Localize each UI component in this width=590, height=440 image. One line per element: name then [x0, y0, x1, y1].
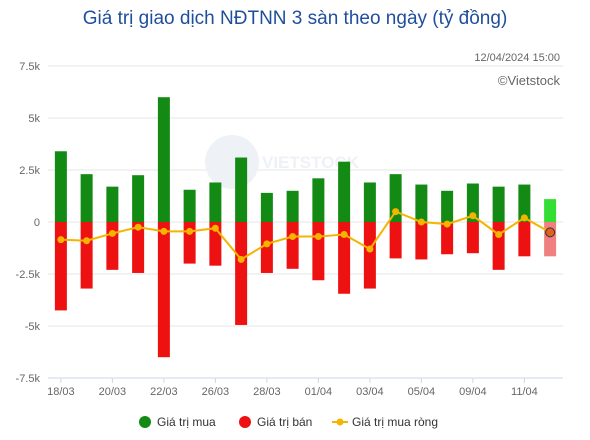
x-tick-label: 03/04 — [356, 386, 384, 398]
net-point — [495, 230, 503, 238]
net-point — [211, 224, 219, 232]
net-line — [60, 210, 551, 261]
x-tick-label: 18/03 — [47, 386, 75, 398]
buy-bar — [54, 151, 67, 222]
sell-bar — [157, 222, 170, 358]
sell-bar — [286, 222, 299, 269]
buy-bar — [544, 199, 557, 222]
x-tick-label: 28/03 — [253, 386, 281, 398]
net-point — [545, 227, 556, 238]
buy-bar — [106, 186, 119, 222]
net-point — [108, 229, 116, 237]
sell-bar — [260, 222, 273, 273]
net-point — [160, 227, 168, 235]
buy-bar — [157, 97, 170, 222]
y-tick-label: -5k — [25, 321, 41, 333]
sell-bar — [235, 222, 248, 325]
watermark-logo-icon — [205, 135, 259, 189]
chart-title: Giá trị giao dịch NĐTNN 3 sàn theo ngày … — [82, 8, 508, 29]
net-point — [314, 233, 322, 241]
buy-bar — [441, 190, 454, 222]
legend-buy-icon — [139, 416, 151, 428]
buy-bar — [80, 174, 93, 222]
sell-bar — [492, 222, 505, 270]
sell-bar — [415, 222, 428, 260]
y-tick-label: 7.5k — [19, 61, 40, 73]
sell-bar — [363, 222, 376, 289]
net-point — [57, 236, 65, 244]
net-point — [417, 218, 425, 226]
x-tick-label: 11/04 — [511, 386, 538, 398]
buy-bar — [286, 190, 299, 222]
watermark-text: VIETSTOCK — [262, 153, 360, 172]
source-credit: ©Vietstock — [497, 73, 560, 88]
buy-bar — [183, 189, 196, 222]
legend-buy-label: Giá trị mua — [157, 415, 216, 429]
buy-bar — [363, 182, 376, 222]
sell-bar — [338, 222, 351, 294]
buy-bar — [518, 184, 531, 222]
y-tick-label: -7.5k — [16, 373, 41, 385]
net-point — [443, 220, 451, 228]
buy-bar — [235, 157, 248, 222]
y-tick-label: 2.5k — [19, 165, 40, 177]
sell-bar — [389, 222, 402, 259]
y-tick-label: 0 — [34, 217, 40, 229]
legend-net-label: Giá trị mua ròng — [352, 415, 438, 429]
buy-bar — [312, 178, 325, 222]
net-point — [289, 233, 297, 241]
x-tick-label: 09/04 — [459, 386, 487, 398]
sell-bar — [544, 222, 557, 257]
net-point — [263, 240, 271, 248]
x-tick-label: 05/04 — [408, 386, 436, 398]
net-point — [340, 230, 348, 238]
sell-bar — [441, 222, 454, 255]
net-point — [520, 214, 528, 222]
buy-bar — [209, 182, 222, 222]
legend-sell-label: Giá trị bán — [257, 415, 312, 429]
net-point — [469, 212, 477, 220]
net-point — [237, 255, 245, 263]
buy-bar — [260, 192, 273, 222]
legend-sell-icon — [239, 416, 251, 428]
net-point — [186, 227, 194, 235]
y-tick-label: -2.5k — [16, 269, 41, 281]
x-tick-label: 22/03 — [150, 386, 178, 398]
timestamp: 12/04/2024 15:00 — [474, 52, 560, 64]
sell-bar — [54, 222, 67, 311]
y-tick-label: 5k — [28, 113, 40, 125]
buy-bar — [415, 184, 428, 222]
net-point — [392, 208, 400, 216]
buy-bar — [466, 183, 479, 222]
buy-bar — [492, 186, 505, 222]
sell-bar — [518, 222, 531, 257]
x-tick-label: 20/03 — [99, 386, 127, 398]
sell-bar — [106, 222, 119, 270]
net-point — [83, 237, 91, 245]
sell-bar — [132, 222, 145, 273]
x-tick-label: 26/03 — [202, 386, 230, 398]
buy-bar — [338, 161, 351, 222]
net-point — [366, 245, 374, 253]
sell-bar — [312, 222, 325, 281]
net-point — [134, 223, 142, 231]
sell-bar — [80, 222, 93, 289]
buy-bar — [132, 175, 145, 222]
sell-bar — [466, 222, 479, 254]
x-tick-label: 01/04 — [305, 386, 333, 398]
legend-net-icon — [336, 418, 344, 426]
